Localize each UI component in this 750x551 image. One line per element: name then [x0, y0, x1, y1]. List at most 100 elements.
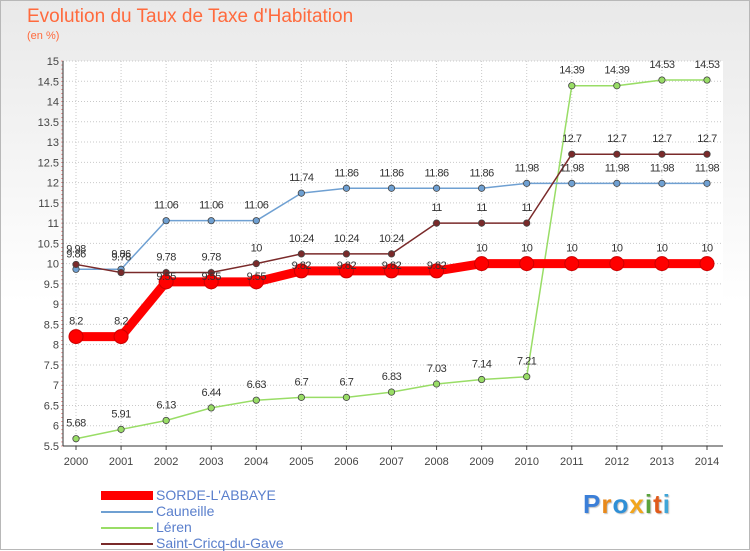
x-tick-label: 2009: [469, 456, 493, 468]
data-label: 6.7: [340, 376, 354, 388]
x-tick-label: 2011: [560, 456, 584, 468]
y-tick-label: 6: [53, 421, 59, 433]
data-label: 10.24: [334, 233, 359, 245]
data-point: [658, 76, 666, 84]
data-point: [293, 263, 309, 279]
data-point: [297, 250, 305, 258]
data-label: 12.7: [697, 133, 717, 145]
proxiti-logo: Proxiti: [583, 489, 671, 519]
x-tick-label: 2001: [109, 456, 133, 468]
data-point: [387, 388, 396, 396]
x-tick-label: 2013: [650, 456, 674, 468]
data-label: 14.53: [694, 59, 719, 71]
data-point: [342, 393, 351, 401]
data-label: 9.86: [66, 248, 86, 260]
x-tick-label: 2002: [154, 456, 178, 468]
data-point: [658, 179, 666, 187]
data-point: [703, 179, 711, 187]
data-label: 10: [611, 243, 623, 255]
data-point: [342, 250, 351, 258]
data-point: [478, 219, 486, 227]
data-point: [158, 274, 174, 290]
data-label: 11.98: [560, 162, 585, 174]
y-tick-label: 7: [53, 380, 59, 392]
data-label: 6.83: [382, 371, 402, 383]
y-tick-label: 15: [47, 56, 59, 68]
legend-label: SORDE-L'ABBAYE: [156, 487, 276, 503]
data-label: 6.63: [247, 379, 267, 391]
y-tick-label: 12: [47, 178, 59, 190]
data-label: 10: [521, 243, 533, 255]
y-tick-label: 13.5: [38, 117, 59, 129]
legend-label: Cauneille: [156, 503, 215, 519]
y-tick-label: 13: [47, 137, 59, 149]
data-point: [384, 263, 399, 279]
y-tick-label: 12.5: [38, 157, 59, 169]
chart-unit-label: (en %): [27, 30, 60, 42]
data-point: [117, 425, 125, 433]
x-tick-label: 2004: [244, 456, 268, 468]
data-point: [699, 256, 715, 272]
data-label: 11.98: [515, 162, 540, 174]
data-label: 5.68: [66, 418, 86, 430]
data-point: [658, 150, 666, 158]
data-point: [613, 179, 621, 187]
data-point: [613, 82, 621, 90]
data-point: [432, 380, 441, 388]
data-label: 9.82: [292, 260, 312, 272]
y-tick-label: 14: [47, 97, 59, 109]
data-label: 11.98: [605, 162, 630, 174]
data-label: 9.82: [337, 260, 357, 272]
x-tick-label: 2012: [605, 456, 629, 468]
data-point: [252, 396, 260, 404]
y-tick-label: 7.5: [44, 360, 59, 372]
data-point: [703, 76, 711, 84]
data-label: 11: [431, 202, 442, 214]
data-label: 10: [701, 243, 713, 255]
y-tick-label: 6.5: [44, 400, 59, 412]
data-label: 9.78: [202, 252, 222, 264]
data-label: 12.7: [607, 133, 627, 145]
data-point: [387, 184, 396, 192]
data-label: 6.13: [156, 399, 176, 411]
data-label: 11.06: [154, 200, 179, 212]
data-label: 12.7: [562, 133, 582, 145]
x-tick-label: 2005: [289, 456, 313, 468]
y-tick-label: 5.5: [44, 441, 59, 453]
data-point: [297, 393, 305, 401]
data-label: 14.39: [604, 65, 629, 77]
x-tick-label: 2010: [514, 456, 538, 468]
data-label: 12.7: [652, 133, 672, 145]
data-point: [252, 217, 260, 225]
data-label: 9.78: [111, 252, 131, 264]
x-tick-label: 2000: [64, 456, 88, 468]
data-label: 11: [476, 202, 487, 214]
data-point: [203, 274, 219, 290]
data-point: [523, 219, 531, 227]
data-label: 14.39: [559, 65, 584, 77]
data-point: [478, 375, 486, 384]
chart-title: Evolution du Taux de Taxe d'Habitation: [27, 6, 354, 27]
data-point: [654, 256, 670, 272]
data-label: 11.06: [199, 200, 224, 212]
data-point: [523, 373, 531, 381]
data-label: 9.78: [156, 252, 176, 264]
y-tick-label: 11.5: [38, 198, 59, 210]
data-point: [568, 82, 576, 90]
data-point: [338, 263, 354, 279]
y-tick-label: 14.5: [38, 76, 59, 88]
data-point: [429, 263, 445, 279]
data-point: [117, 268, 125, 277]
data-label: 11.06: [244, 200, 269, 212]
y-tick-label: 10.5: [38, 238, 59, 250]
data-label: 9.98: [66, 243, 86, 255]
legend-swatch: [101, 511, 153, 513]
data-point: [568, 179, 576, 187]
data-label: 5.91: [111, 408, 131, 420]
data-label: 11.86: [424, 167, 449, 179]
data-label: 9.82: [382, 260, 402, 272]
y-tick-label: 8.5: [44, 319, 59, 331]
data-point: [523, 179, 531, 187]
data-label: 11.86: [470, 167, 495, 179]
